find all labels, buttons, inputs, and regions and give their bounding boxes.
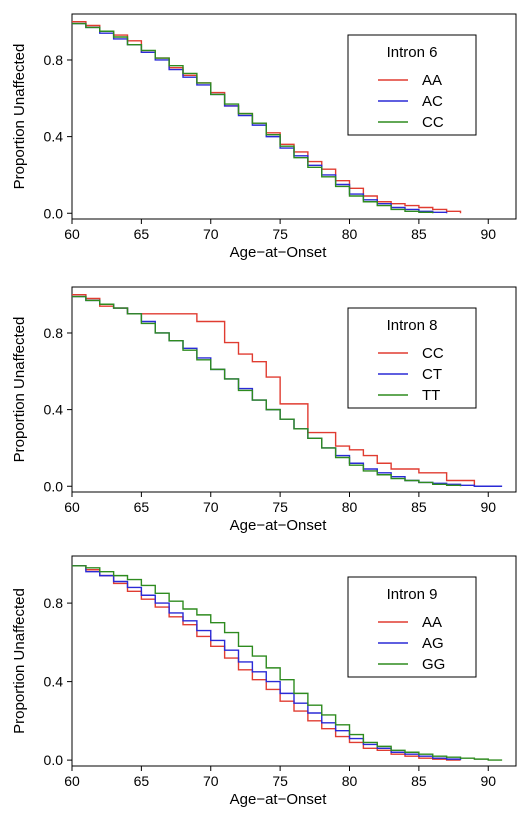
legend-title: Intron 6 [387, 44, 438, 61]
x-tick-label: 65 [134, 499, 150, 515]
x-tick-label: 75 [272, 773, 288, 789]
series-line-ag [72, 565, 462, 761]
x-tick-label: 60 [64, 226, 80, 242]
chart-panel-1: 60 65 70 75 80 85 90 0.0 0.4 0.8 Age−at−Onset Propo… [11, 13, 517, 261]
legend-entry-aa: AA [422, 614, 442, 631]
y-tick-label: 0.0 [44, 478, 64, 494]
legend: Intron 9 AA AG GG [347, 576, 477, 678]
y-tick-label: 0.4 [44, 402, 64, 418]
y-axis-label: Proportion Unaffected [11, 44, 28, 190]
legend-entry-cc: CC [422, 114, 444, 131]
y-tick-label: 0.0 [44, 752, 64, 768]
x-tick-label: 75 [272, 226, 288, 242]
plot-frame [71, 286, 517, 493]
legend-entry-cc: CC [422, 345, 444, 362]
legend-title: Intron 9 [387, 586, 438, 603]
legend-entry-ct: CT [422, 366, 442, 383]
legend-title: Intron 8 [387, 317, 438, 334]
y-tick-label: 0.4 [44, 674, 64, 690]
chart-panel-3: 60 65 70 75 80 85 90 0.0 0.4 0.8 Age−at−Onset Propo… [11, 555, 517, 808]
legend: Intron 8 CC CT TT [347, 307, 477, 409]
legend-box [347, 34, 477, 136]
y-tick-label: 0.8 [44, 325, 64, 341]
x-axis-label: Age−at−Onset [230, 244, 328, 261]
series-line-gg [72, 565, 503, 761]
y-tick-label: 0.4 [44, 129, 64, 145]
x-tick-label: 70 [203, 499, 219, 515]
x-axis-label: Age−at−Onset [230, 517, 328, 534]
x-tick-label: 60 [64, 773, 80, 789]
x-tick-label: 65 [134, 773, 150, 789]
x-tick-label: 85 [411, 499, 427, 515]
y-axis-label: Proportion Unaffected [11, 588, 28, 734]
series-line-tt [72, 295, 462, 487]
x-tick-label: 70 [203, 773, 219, 789]
x-tick-label: 90 [480, 773, 496, 789]
x-tick-label: 90 [480, 226, 496, 242]
x-tick-label: 80 [342, 773, 358, 789]
x-tick-label: 85 [411, 226, 427, 242]
y-tick-label: 0.8 [44, 595, 64, 611]
legend-box [347, 576, 477, 678]
plot-frame [71, 555, 517, 767]
x-tick-label: 75 [272, 499, 288, 515]
legend-entry-aa: AA [422, 72, 442, 89]
legend-entry-ac: AC [422, 93, 443, 110]
y-tick-label: 0.0 [44, 205, 64, 221]
x-tick-label: 80 [342, 226, 358, 242]
chart-panel-2: 60 65 70 75 80 85 90 0.0 0.4 0.8 Age−at−Onset Propo… [11, 286, 517, 534]
x-tick-label: 60 [64, 499, 80, 515]
legend-entry-tt: TT [422, 387, 440, 404]
y-axis-label: Proportion Unaffected [11, 317, 28, 463]
x-tick-label: 90 [480, 499, 496, 515]
x-tick-label: 70 [203, 226, 219, 242]
legend-box [347, 307, 477, 409]
x-tick-label: 80 [342, 499, 358, 515]
x-tick-label: 85 [411, 773, 427, 789]
legend-entry-ag: AG [422, 635, 444, 652]
legend-entry-gg: GG [422, 656, 445, 673]
plot-frame [71, 13, 517, 220]
x-axis-label: Age−at−Onset [230, 791, 328, 808]
y-tick-label: 0.8 [44, 52, 64, 68]
x-tick-label: 65 [134, 226, 150, 242]
series-line-cc [72, 22, 434, 214]
legend: Intron 6 AA AC CC [347, 34, 477, 136]
